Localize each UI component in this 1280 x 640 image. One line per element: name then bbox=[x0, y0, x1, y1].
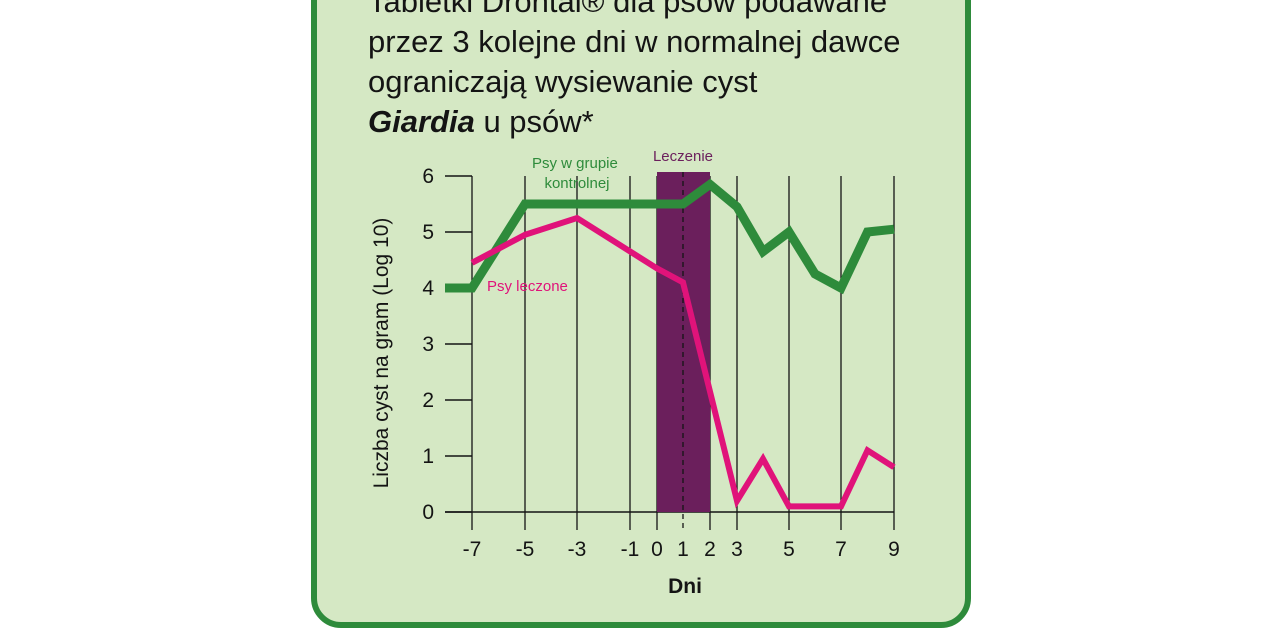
y-axis-label: Liczba cyst na gram (Log 10) bbox=[370, 218, 393, 489]
y-tick-label: 4 bbox=[422, 277, 434, 300]
legend-control-line-1: Psy w grupie bbox=[532, 155, 618, 172]
treated-group-line bbox=[470, 214, 896, 510]
x-tick-label: 3 bbox=[731, 538, 743, 561]
treatment-label: Leczenie bbox=[653, 148, 713, 165]
x-tick-label: -1 bbox=[621, 538, 640, 561]
heading-line-4-rest: u psów* bbox=[474, 104, 594, 139]
series-layer bbox=[445, 178, 896, 510]
control-group-line bbox=[445, 178, 895, 295]
x-tick-label: -5 bbox=[516, 538, 535, 561]
y-tick-label: 5 bbox=[422, 221, 434, 244]
heading-line-2: przez 3 kolejne dni w normalnej dawce bbox=[368, 24, 901, 59]
heading-line-4: Giardia u psów* bbox=[368, 104, 594, 140]
y-tick-label: 1 bbox=[422, 445, 434, 468]
treatment-band-layer bbox=[657, 172, 710, 530]
x-tick-label: 5 bbox=[783, 538, 795, 561]
legend-control-line-2: kontrolnej bbox=[544, 175, 609, 192]
heading-line-1: Tabletki Drontal® dla psów podawane bbox=[368, 0, 888, 19]
legend-control: Psy w grupie kontrolnej bbox=[532, 155, 622, 192]
x-tick-label: 7 bbox=[835, 538, 847, 561]
legend-treated: Psy leczone bbox=[487, 278, 568, 295]
x-tick-label: 2 bbox=[704, 538, 716, 561]
x-tick-label: 9 bbox=[888, 538, 900, 561]
x-tick-label: -3 bbox=[568, 538, 587, 561]
y-tick-label: 2 bbox=[422, 389, 434, 412]
heading-line-3: ograniczają wysiewanie cyst bbox=[368, 64, 758, 99]
x-tick-label: 0 bbox=[651, 538, 663, 561]
chart-card bbox=[311, 0, 971, 628]
x-axis-label: Dni bbox=[668, 575, 702, 598]
heading-giardia: Giardia bbox=[368, 104, 475, 139]
x-tick-label: 1 bbox=[677, 538, 689, 561]
x-tick-label: -7 bbox=[463, 538, 482, 561]
y-tick-label: 6 bbox=[422, 165, 434, 188]
y-tick-label: 3 bbox=[422, 333, 434, 356]
y-tick-label: 0 bbox=[422, 501, 434, 524]
